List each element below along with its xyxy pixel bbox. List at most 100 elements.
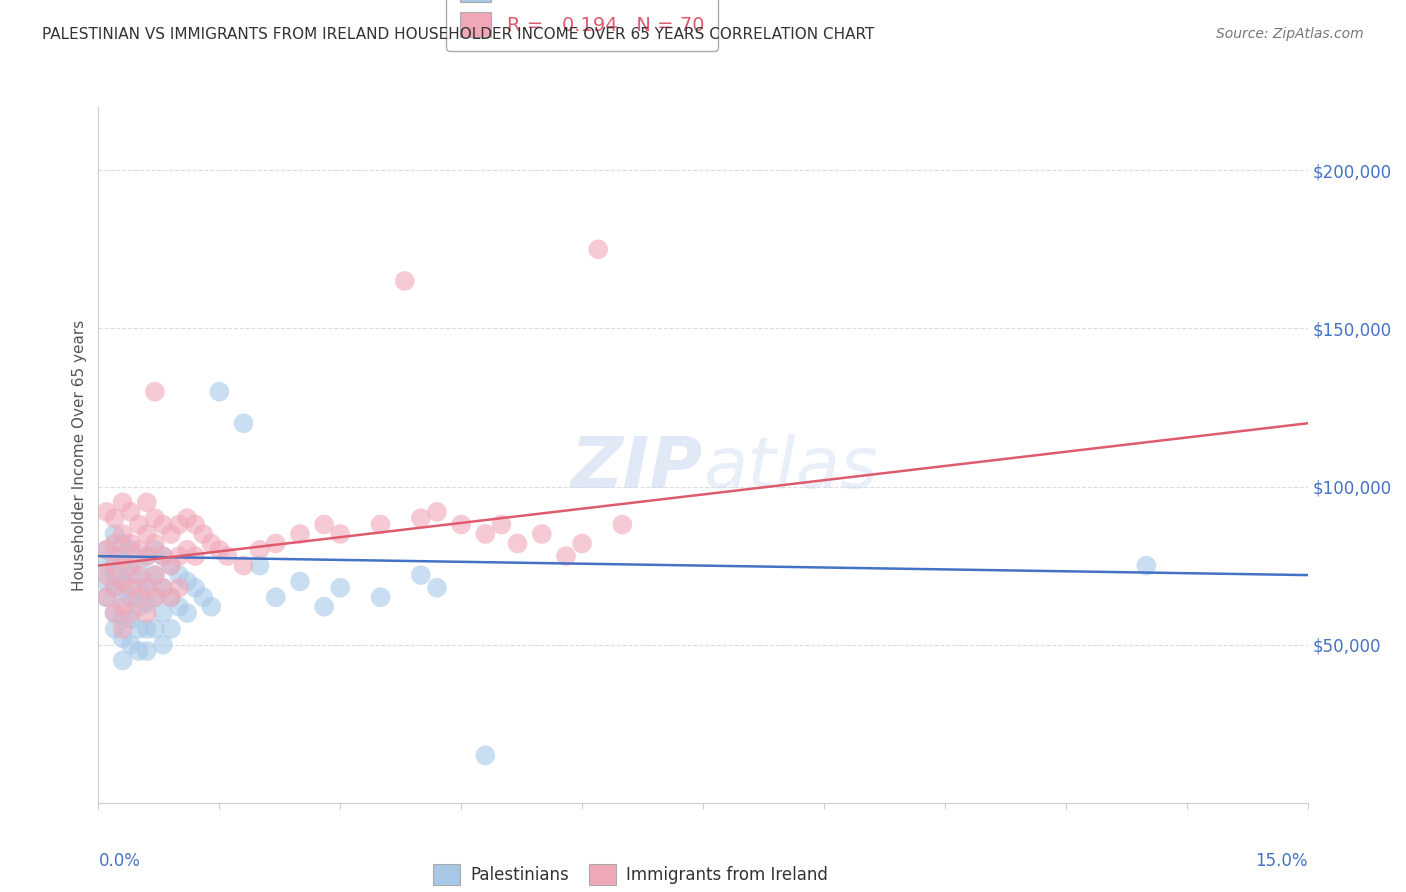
Text: PALESTINIAN VS IMMIGRANTS FROM IRELAND HOUSEHOLDER INCOME OVER 65 YEARS CORRELAT: PALESTINIAN VS IMMIGRANTS FROM IRELAND H… [42,27,875,42]
Point [167,599,190,614]
Point [128,581,150,595]
Point [111,549,134,563]
Point [120,606,142,620]
Point [217,549,239,563]
Point [160,558,183,573]
Point [111,536,134,550]
Point [184,517,207,532]
Point [232,417,254,431]
Point [160,622,183,636]
Point [288,527,311,541]
Point [586,243,609,257]
Point [394,274,416,288]
Point [135,606,157,620]
Point [314,517,336,532]
Point [1135,558,1157,573]
Text: 15.0%: 15.0% [1256,852,1308,870]
Point [103,606,125,620]
Point [103,622,125,636]
Point [128,542,150,557]
Point [96,568,118,582]
Point [208,542,231,557]
Point [111,495,134,509]
Point [160,527,183,541]
Point [128,568,150,582]
Text: atlas: atlas [703,434,877,503]
Point [128,599,150,614]
Point [128,558,150,573]
Point [96,574,118,589]
Point [143,568,166,582]
Point [96,591,118,605]
Point [152,581,174,595]
Point [128,622,150,636]
Point [200,599,222,614]
Point [103,606,125,620]
Point [152,549,174,563]
Point [193,591,215,605]
Point [103,536,125,550]
Point [143,591,166,605]
Point [152,581,174,595]
Point [143,568,166,582]
Point [184,581,207,595]
Point [314,599,336,614]
Point [135,495,157,509]
Point [135,644,157,658]
Point [152,606,174,620]
Point [249,558,271,573]
Point [96,542,118,557]
Point [120,581,142,595]
Point [370,517,392,532]
Point [120,505,142,519]
Point [143,591,166,605]
Point [120,568,142,582]
Point [612,517,634,532]
Point [120,542,142,557]
Point [111,527,134,541]
Point [474,527,496,541]
Point [152,638,174,652]
Point [143,536,166,550]
Point [200,536,222,550]
Point [152,549,174,563]
Point [111,599,134,614]
Point [103,581,125,595]
Point [111,612,134,626]
Point [167,549,190,563]
Point [143,622,166,636]
Point [120,638,142,652]
Point [120,612,142,626]
Point [135,622,157,636]
Point [143,542,166,557]
Point [103,511,125,525]
Point [167,581,190,595]
Point [103,549,125,563]
Point [208,384,231,399]
Point [96,558,118,573]
Point [184,549,207,563]
Point [120,558,142,573]
Point [450,517,472,532]
Point [96,505,118,519]
Point [135,597,157,611]
Point [288,574,311,589]
Point [264,536,287,550]
Point [426,505,449,519]
Point [176,542,198,557]
Point [111,574,134,589]
Point [111,653,134,667]
Point [103,558,125,573]
Point [474,748,496,763]
Point [193,527,215,541]
Point [232,558,254,573]
Point [176,511,198,525]
Point [409,568,432,582]
Point [409,511,432,525]
Point [120,591,142,605]
Point [329,581,352,595]
Point [120,536,142,550]
Point [135,581,157,595]
Point [96,542,118,557]
Text: 0.0%: 0.0% [98,852,141,870]
